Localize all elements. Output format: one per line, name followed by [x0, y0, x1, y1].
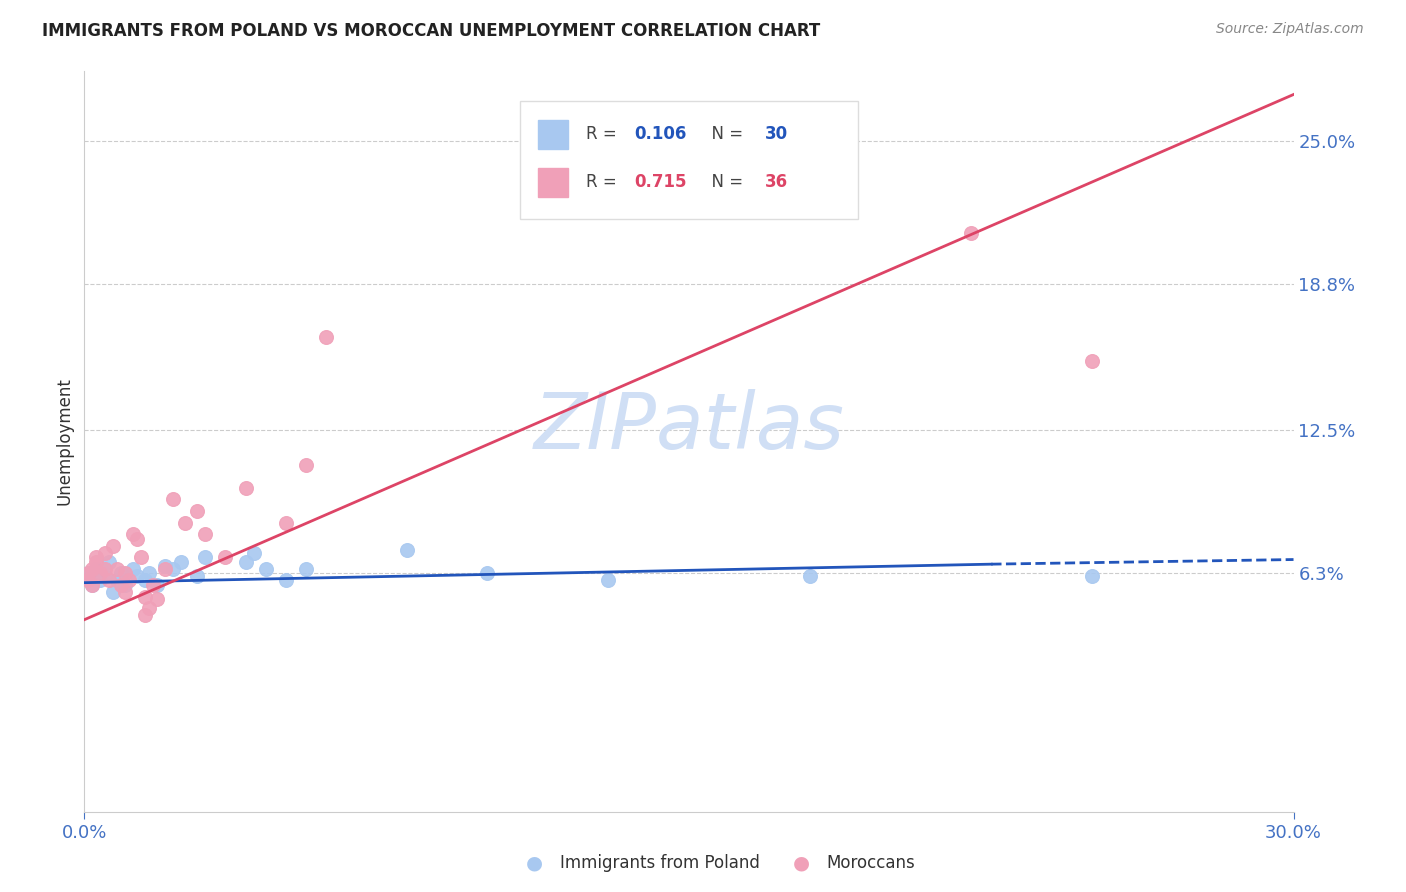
Point — [315, 330, 337, 344]
Point — [97, 574, 120, 588]
Point — [146, 578, 169, 592]
Text: IMMIGRANTS FROM POLAND VS MOROCCAN UNEMPLOYMENT CORRELATION CHART: IMMIGRANTS FROM POLAND VS MOROCCAN UNEMP… — [42, 22, 821, 40]
Text: 0.715: 0.715 — [634, 173, 688, 192]
Point — [82, 578, 104, 592]
Point — [235, 481, 257, 495]
Point — [242, 546, 264, 560]
Point — [101, 539, 124, 553]
Point — [235, 555, 257, 569]
FancyBboxPatch shape — [520, 101, 858, 219]
Point — [153, 559, 176, 574]
Text: R =: R = — [586, 125, 623, 144]
Point — [89, 574, 111, 588]
Point — [295, 562, 318, 576]
Text: R =: R = — [586, 173, 623, 192]
Point — [142, 578, 165, 592]
Point — [186, 568, 208, 582]
Point — [82, 562, 104, 576]
Text: Source: ZipAtlas.com: Source: ZipAtlas.com — [1216, 22, 1364, 37]
Point — [170, 555, 193, 569]
Point — [110, 566, 132, 581]
Point — [121, 527, 143, 541]
Point — [97, 555, 120, 569]
Point — [93, 562, 115, 576]
Point — [153, 562, 176, 576]
Point — [598, 574, 620, 588]
Point — [110, 578, 132, 592]
Point — [134, 574, 156, 588]
Point — [960, 227, 983, 241]
Point — [86, 550, 108, 565]
Text: ●: ● — [526, 854, 543, 873]
Point — [186, 504, 208, 518]
Text: Immigrants from Poland: Immigrants from Poland — [560, 855, 759, 872]
Point — [114, 566, 136, 581]
Point — [101, 585, 124, 599]
Text: ZIPatlas: ZIPatlas — [533, 389, 845, 465]
Point — [77, 566, 100, 581]
Point — [138, 566, 160, 581]
Point — [77, 574, 100, 588]
Point — [105, 562, 128, 576]
Point — [162, 562, 184, 576]
Text: Moroccans: Moroccans — [827, 855, 915, 872]
Point — [477, 566, 499, 581]
Point — [174, 516, 197, 530]
Point — [125, 532, 148, 546]
Text: ●: ● — [793, 854, 810, 873]
Point — [114, 585, 136, 599]
Point — [121, 562, 143, 576]
Point — [274, 574, 297, 588]
Point — [93, 568, 115, 582]
Point — [134, 590, 156, 604]
Point — [1081, 353, 1104, 368]
Y-axis label: Unemployment: Unemployment — [55, 377, 73, 506]
Point — [138, 601, 160, 615]
Point — [93, 546, 115, 560]
Point — [89, 566, 111, 581]
Point — [295, 458, 318, 472]
Point — [1081, 568, 1104, 582]
Point — [194, 527, 217, 541]
Point — [799, 568, 821, 582]
Text: 30: 30 — [765, 125, 789, 144]
Point — [77, 566, 100, 581]
Point — [134, 608, 156, 623]
Text: 36: 36 — [765, 173, 789, 192]
Point — [114, 578, 136, 592]
Text: 0.106: 0.106 — [634, 125, 688, 144]
Point — [162, 492, 184, 507]
Text: N =: N = — [702, 125, 748, 144]
Point — [395, 543, 418, 558]
FancyBboxPatch shape — [538, 168, 568, 197]
FancyBboxPatch shape — [538, 120, 568, 149]
Point — [254, 562, 277, 576]
Point — [214, 550, 236, 565]
Point — [118, 574, 141, 588]
Point — [125, 568, 148, 582]
Point — [105, 574, 128, 588]
Point — [146, 591, 169, 606]
Point — [86, 562, 108, 576]
Point — [194, 550, 217, 565]
Point — [86, 555, 108, 569]
Point — [82, 578, 104, 592]
Point — [129, 550, 152, 565]
Point — [274, 516, 297, 530]
Text: N =: N = — [702, 173, 748, 192]
